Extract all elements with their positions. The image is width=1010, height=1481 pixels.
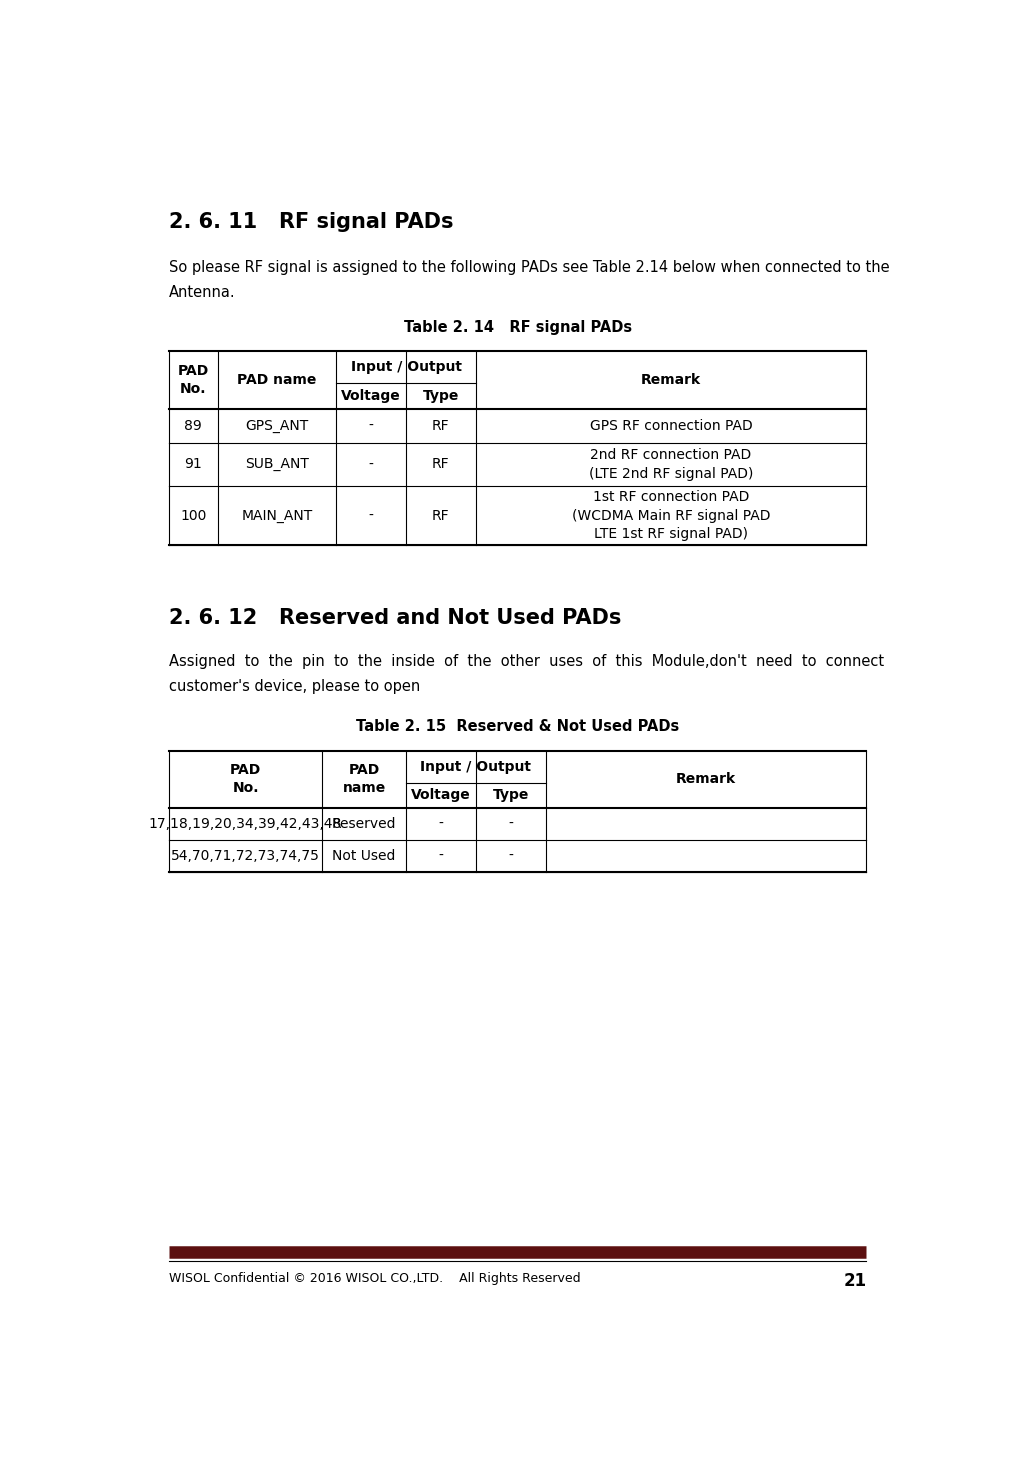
Text: 1st RF connection PAD
(WCDMA Main RF signal PAD
LTE 1st RF signal PAD): 1st RF connection PAD (WCDMA Main RF sig… xyxy=(572,490,771,541)
Text: Voltage: Voltage xyxy=(341,390,401,403)
Text: PAD
No.: PAD No. xyxy=(230,764,262,795)
Text: -: - xyxy=(438,849,443,862)
Text: MAIN_ANT: MAIN_ANT xyxy=(241,508,313,523)
Text: Remark: Remark xyxy=(676,772,736,786)
Text: RF: RF xyxy=(432,508,449,523)
Text: 91: 91 xyxy=(185,458,202,471)
Text: 100: 100 xyxy=(180,508,206,523)
Text: Input / Output: Input / Output xyxy=(350,360,462,375)
Text: -: - xyxy=(438,816,443,831)
Text: -: - xyxy=(369,508,374,523)
Text: -: - xyxy=(508,849,513,862)
Text: RF: RF xyxy=(432,419,449,432)
Text: GPS RF connection PAD: GPS RF connection PAD xyxy=(590,419,752,432)
Text: Voltage: Voltage xyxy=(411,788,471,803)
Text: 2. 6. 12   Reserved and Not Used PADs: 2. 6. 12 Reserved and Not Used PADs xyxy=(169,609,621,628)
Text: PAD
name: PAD name xyxy=(342,764,386,795)
Text: PAD name: PAD name xyxy=(237,373,317,387)
Text: RF: RF xyxy=(432,458,449,471)
Text: customer's device, please to open: customer's device, please to open xyxy=(169,678,420,693)
Text: -: - xyxy=(369,419,374,432)
Text: Type: Type xyxy=(423,390,460,403)
Text: 2. 6. 11   RF signal PADs: 2. 6. 11 RF signal PADs xyxy=(169,212,453,233)
Text: 21: 21 xyxy=(843,1272,867,1290)
Text: 89: 89 xyxy=(185,419,202,432)
Text: So please RF signal is assigned to the following PADs see Table 2.14 below when : So please RF signal is assigned to the f… xyxy=(169,261,890,275)
Text: SUB_ANT: SUB_ANT xyxy=(245,458,309,471)
Text: 17,18,19,20,34,39,42,43,48: 17,18,19,20,34,39,42,43,48 xyxy=(148,816,342,831)
Text: Remark: Remark xyxy=(641,373,701,387)
Text: Reserved: Reserved xyxy=(332,816,396,831)
Text: Input / Output: Input / Output xyxy=(420,760,531,773)
Text: -: - xyxy=(508,816,513,831)
Text: Table 2. 14   RF signal PADs: Table 2. 14 RF signal PADs xyxy=(404,320,631,335)
Text: 2nd RF connection PAD
(LTE 2nd RF signal PAD): 2nd RF connection PAD (LTE 2nd RF signal… xyxy=(589,449,753,481)
Text: Antenna.: Antenna. xyxy=(169,286,235,301)
Text: -: - xyxy=(369,458,374,471)
Text: Assigned  to  the  pin  to  the  inside  of  the  other  uses  of  this  Module,: Assigned to the pin to the inside of the… xyxy=(169,653,884,669)
Text: 54,70,71,72,73,74,75: 54,70,71,72,73,74,75 xyxy=(171,849,320,862)
Text: WISOL Confidential © 2016 WISOL CO.,LTD.    All Rights Reserved: WISOL Confidential © 2016 WISOL CO.,LTD.… xyxy=(169,1272,581,1286)
Text: PAD
No.: PAD No. xyxy=(178,364,209,395)
Text: Table 2. 15  Reserved & Not Used PADs: Table 2. 15 Reserved & Not Used PADs xyxy=(356,718,680,733)
Text: GPS_ANT: GPS_ANT xyxy=(245,419,309,432)
Text: Not Used: Not Used xyxy=(332,849,396,862)
Text: Type: Type xyxy=(493,788,529,803)
